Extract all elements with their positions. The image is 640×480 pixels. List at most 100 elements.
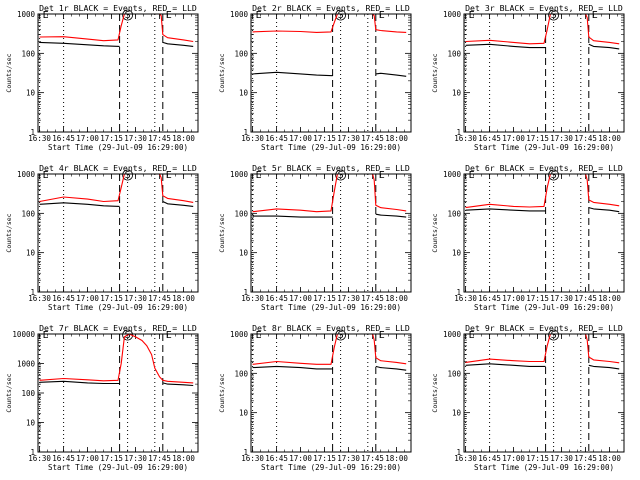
y-tick-label: 1000 xyxy=(230,10,249,19)
x-axis-label: Start Time (29-Jul-09 16:29:00) xyxy=(48,463,188,472)
y-tick-label: 100 xyxy=(447,49,461,58)
lld-series-line xyxy=(372,173,407,212)
y-axis-label: Counts/sec xyxy=(5,53,13,92)
x-tick-label: 17:15 xyxy=(526,134,549,143)
plot-frame xyxy=(463,333,625,453)
y-tick-label: 1000 xyxy=(230,170,249,179)
panel-title: Det 2r BLACK = Events, RED = LLD xyxy=(252,3,410,13)
x-tick-label: 16:30 xyxy=(28,454,51,463)
y-axis-label: Counts/sec xyxy=(218,53,226,92)
x-tick-label: 18:00 xyxy=(385,294,408,303)
y-axis-label: Counts/sec xyxy=(431,373,439,412)
x-tick-label: 17:00 xyxy=(502,134,525,143)
x-tick-label: 17:00 xyxy=(76,134,99,143)
events-series-line xyxy=(252,365,333,370)
x-tick-label: 16:45 xyxy=(478,134,501,143)
y-axis-label: Counts/sec xyxy=(218,373,226,412)
panel-title: Det 6r BLACK = Events, RED = LLD xyxy=(465,163,623,173)
y-tick-label: 10 xyxy=(239,249,249,258)
y-tick-label: 100 xyxy=(21,209,35,218)
event-marker-label: E xyxy=(379,330,385,341)
lld-series-line xyxy=(585,333,620,364)
events-series-line xyxy=(162,41,194,47)
y-axis-label: Counts/sec xyxy=(5,213,13,252)
panel-title: Det 5r BLACK = Events, RED = LLD xyxy=(252,163,410,173)
y-tick-label: 10 xyxy=(26,89,36,98)
y-tick-label: 100 xyxy=(447,369,461,378)
events-series-line xyxy=(465,363,546,367)
detector-panel: Det 8r BLACK = Events, RED = LLD Counts/s… xyxy=(218,323,412,472)
events-series-line xyxy=(39,202,120,207)
x-axis-label: Start Time (29-Jul-09 16:29:00) xyxy=(474,143,614,152)
x-tick-label: 17:30 xyxy=(124,454,147,463)
lld-series-line xyxy=(39,13,128,42)
y-tick-label: 10 xyxy=(452,409,462,418)
x-tick-label: 18:00 xyxy=(598,454,621,463)
plot-frame xyxy=(250,13,412,133)
x-tick-label: 17:15 xyxy=(313,134,336,143)
x-tick-label: 16:30 xyxy=(454,134,477,143)
y-tick-label: 10 xyxy=(26,249,36,258)
marker-circle xyxy=(335,169,347,181)
event-marker-label: E xyxy=(379,10,385,21)
marker-circle xyxy=(548,169,559,181)
marker-circle xyxy=(122,169,133,181)
x-axis-label: Start Time (29-Jul-09 16:29:00) xyxy=(474,303,614,312)
lld-series-line xyxy=(585,173,620,207)
event-marker-label: E xyxy=(43,170,49,181)
x-tick-label: 17:45 xyxy=(574,454,597,463)
x-tick-label: 18:00 xyxy=(598,134,621,143)
y-tick-label: 1000 xyxy=(17,360,36,369)
x-tick-label: 16:45 xyxy=(265,454,288,463)
x-axis-label: Start Time (29-Jul-09 16:29:00) xyxy=(261,143,401,152)
x-tick-label: 16:30 xyxy=(241,134,264,143)
x-tick-label: 17:15 xyxy=(526,294,549,303)
lld-series-line xyxy=(39,173,128,203)
x-tick-label: 16:45 xyxy=(52,454,75,463)
lld-series-line xyxy=(465,333,554,363)
lld-series-line xyxy=(159,173,194,203)
x-tick-label: 17:30 xyxy=(337,134,360,143)
y-axis-label: Counts/sec xyxy=(218,213,226,252)
events-series-line xyxy=(162,382,194,387)
x-tick-label: 16:30 xyxy=(28,294,51,303)
detector-panel: Det 4r BLACK = Events, RED = LLD Counts/s… xyxy=(5,163,199,312)
lld-series-line xyxy=(465,173,554,209)
events-series-line xyxy=(465,43,546,49)
lld-series-line xyxy=(465,13,554,45)
panel-title: Det 3r BLACK = Events, RED = LLD xyxy=(465,3,623,13)
events-series-line xyxy=(588,364,620,370)
x-tick-label: 16:45 xyxy=(265,294,288,303)
x-tick-label: 16:30 xyxy=(454,294,477,303)
plot-frame xyxy=(250,173,412,293)
detector-panel: Det 7r BLACK = Events, RED = LLD Counts/s… xyxy=(5,323,199,472)
x-tick-label: 18:00 xyxy=(172,294,195,303)
x-tick-label: 17:45 xyxy=(148,294,171,303)
y-tick-label: 1000 xyxy=(443,330,462,339)
y-tick-label: 100 xyxy=(447,209,461,218)
y-tick-label: 10 xyxy=(239,89,249,98)
x-tick-label: 17:45 xyxy=(361,134,384,143)
y-tick-label: 1 xyxy=(30,288,35,297)
y-axis-label: Counts/sec xyxy=(431,53,439,92)
y-axis-label: Counts/sec xyxy=(431,213,439,252)
y-tick-label: 1 xyxy=(456,288,461,297)
x-tick-label: 18:00 xyxy=(385,134,408,143)
x-tick-label: 16:45 xyxy=(52,134,75,143)
x-tick-label: 17:15 xyxy=(100,294,123,303)
lld-series-line xyxy=(252,333,341,365)
detector-panel: Det 3r BLACK = Events, RED = LLD Counts/s… xyxy=(431,3,625,152)
x-tick-label: 17:00 xyxy=(502,294,525,303)
y-tick-label: 1000 xyxy=(230,330,249,339)
event-marker-label: E xyxy=(469,330,475,341)
y-tick-label: 1 xyxy=(456,448,461,457)
events-series-line xyxy=(588,207,620,213)
marker-circle xyxy=(548,329,559,341)
x-tick-label: 16:30 xyxy=(28,134,51,143)
x-tick-label: 17:30 xyxy=(550,134,573,143)
x-tick-label: 17:15 xyxy=(313,454,336,463)
y-axis-label: Counts/sec xyxy=(5,373,13,412)
x-tick-label: 18:00 xyxy=(172,454,195,463)
x-axis-label: Start Time (29-Jul-09 16:29:00) xyxy=(261,463,401,472)
events-series-line xyxy=(252,71,333,77)
